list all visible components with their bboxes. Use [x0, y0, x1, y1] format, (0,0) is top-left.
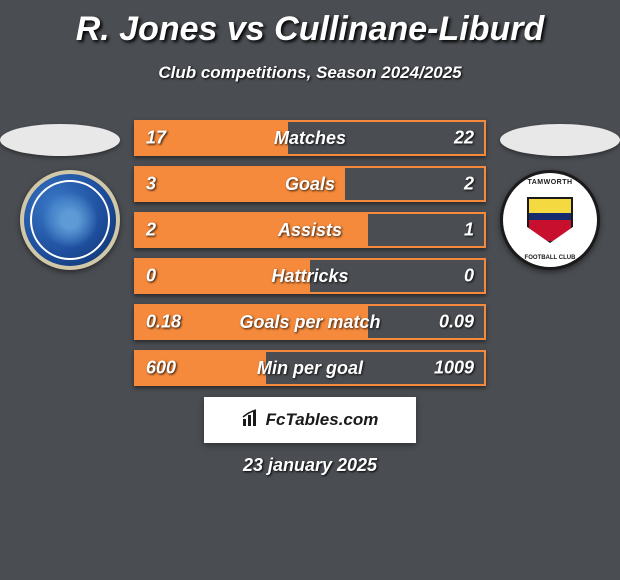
date-text: 23 january 2025 [0, 455, 620, 476]
stat-value-right: 0.09 [439, 312, 474, 333]
stat-label: Goals per match [239, 312, 380, 333]
stat-value-right: 0 [464, 266, 474, 287]
stat-label: Hattricks [271, 266, 348, 287]
stat-row: 600 Min per goal 1009 [134, 350, 486, 386]
stat-value-right: 22 [454, 128, 474, 149]
stat-label: Assists [278, 220, 342, 241]
stat-value-left: 600 [146, 358, 176, 379]
club-badge-left [20, 170, 120, 270]
stat-row: 0.18 Goals per match 0.09 [134, 304, 486, 340]
stat-row: 0 Hattricks 0 [134, 258, 486, 294]
stat-value-left: 3 [146, 174, 156, 195]
stat-row: 17 Matches 22 [134, 120, 486, 156]
badge-right-top-text: TAMWORTH [503, 179, 597, 186]
stat-value-right: 1009 [434, 358, 474, 379]
watermark-chart-icon [242, 409, 260, 432]
watermark: FcTables.com [204, 397, 416, 443]
player-photo-placeholder-left [0, 124, 120, 156]
stat-value-right: 1 [464, 220, 474, 241]
stat-row: 2 Assists 1 [134, 212, 486, 248]
stats-container: 17Matches223Goals22Assists10Hattricks00.… [134, 120, 486, 396]
badge-right-bottom-text: FOOTBALL CLUB [503, 255, 597, 261]
stat-label: Min per goal [257, 358, 363, 379]
stat-row: 3 Goals 2 [134, 166, 486, 202]
player-photo-placeholder-right [500, 124, 620, 156]
watermark-text: FcTables.com [266, 410, 379, 430]
stat-value-left: 0 [146, 266, 156, 287]
page-subtitle: Club competitions, Season 2024/2025 [0, 63, 620, 83]
stat-label: Goals [285, 174, 335, 195]
stat-label: Matches [274, 128, 346, 149]
stat-value-left: 2 [146, 220, 156, 241]
stat-value-right: 2 [464, 174, 474, 195]
club-badge-right: TAMWORTH FOOTBALL CLUB [500, 170, 600, 270]
stat-value-left: 0.18 [146, 312, 181, 333]
page-title: R. Jones vs Cullinane-Liburd [0, 0, 620, 49]
stat-value-left: 17 [146, 128, 166, 149]
